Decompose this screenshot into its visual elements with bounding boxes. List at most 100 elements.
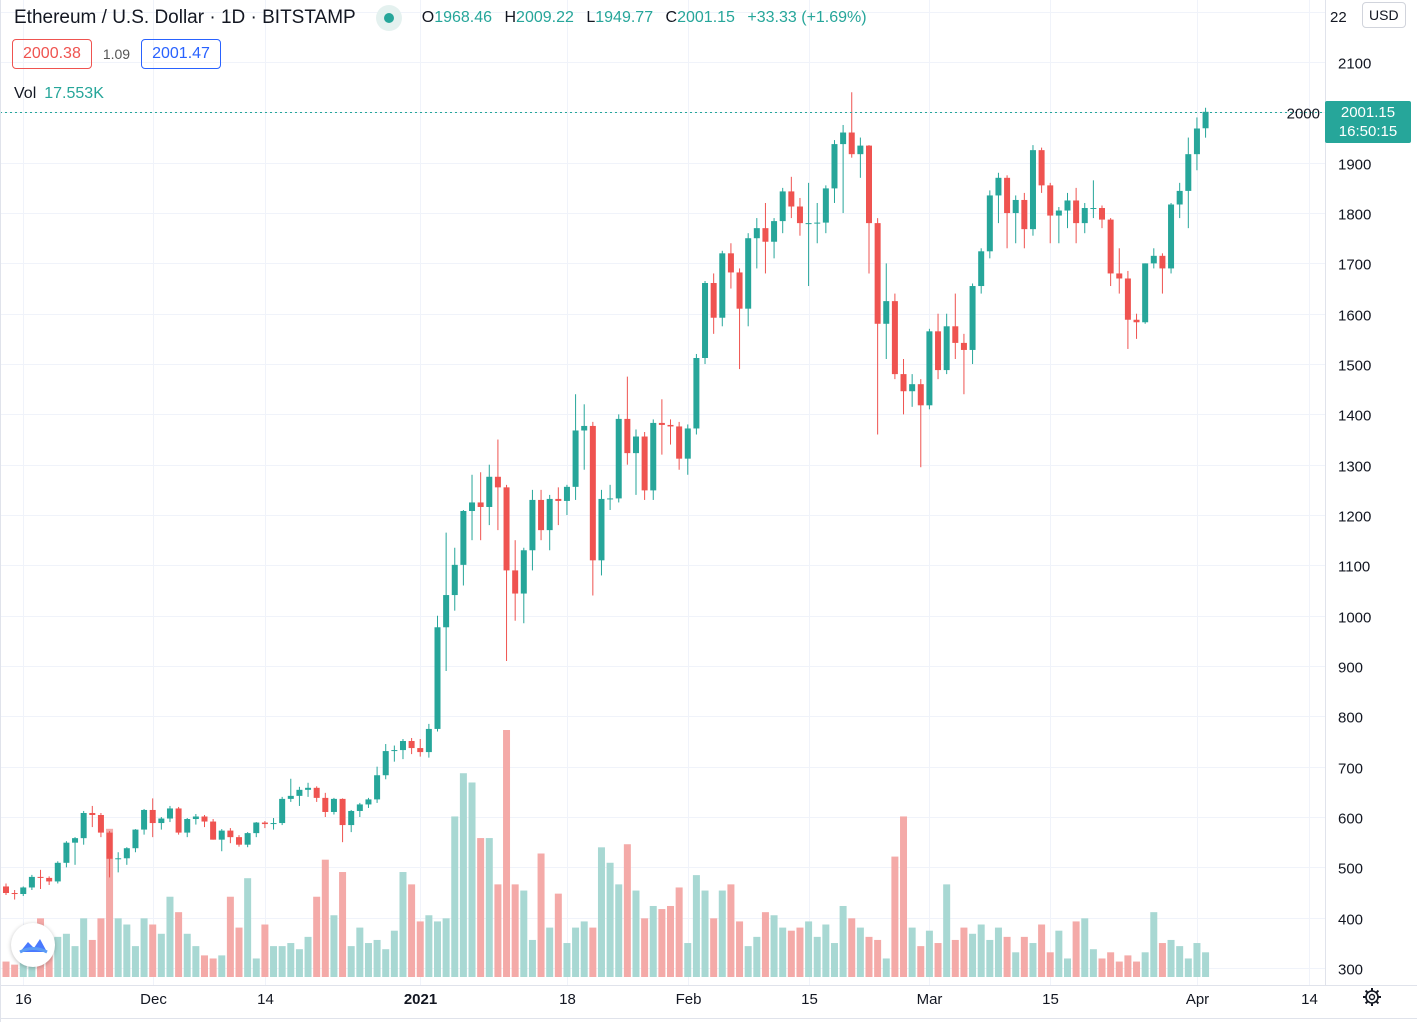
candle xyxy=(1099,205,1106,229)
candle-body xyxy=(719,253,726,318)
volume-bar xyxy=(62,933,70,977)
candle-body xyxy=(1047,185,1054,216)
candle-body xyxy=(900,374,907,392)
volume-bar xyxy=(1141,952,1149,977)
market-status-icon[interactable] xyxy=(375,5,402,31)
sell-button[interactable]: 2000.38 xyxy=(12,39,92,69)
volume-bar xyxy=(960,927,968,977)
candle xyxy=(132,829,139,853)
buy-button[interactable]: 2001.47 xyxy=(141,39,221,69)
volume-bar xyxy=(736,921,744,977)
candle xyxy=(546,494,553,551)
candle xyxy=(54,861,61,884)
candle-body xyxy=(1038,150,1045,186)
candle xyxy=(581,404,588,470)
volume-bar xyxy=(304,936,312,977)
bid-ask-panel: 2000.38 1.09 2001.47 xyxy=(12,39,221,69)
volume-bar xyxy=(563,943,571,977)
volume-bar xyxy=(442,918,450,977)
volume-bar xyxy=(1055,930,1063,977)
volume-bar xyxy=(295,949,303,977)
candle-body xyxy=(1099,208,1106,220)
candle xyxy=(115,852,122,873)
candle xyxy=(434,615,441,732)
candle xyxy=(762,202,769,274)
candle xyxy=(210,819,217,840)
candle-body xyxy=(339,798,346,826)
candle xyxy=(322,792,329,818)
volume-bar xyxy=(874,939,882,977)
candle xyxy=(399,738,406,760)
candle-body xyxy=(814,222,821,224)
candle-body xyxy=(1124,278,1131,320)
volume-bar xyxy=(364,943,372,977)
candle xyxy=(727,243,734,289)
time-tick-label: 14 xyxy=(1301,991,1318,1008)
candle xyxy=(1107,218,1114,287)
candle-body xyxy=(192,816,199,820)
volume-bar xyxy=(1072,921,1080,977)
candle xyxy=(978,248,985,294)
candle xyxy=(417,738,424,757)
candle xyxy=(520,547,527,624)
price-tick-label: 600 xyxy=(1338,811,1363,828)
volume-bar xyxy=(641,918,649,977)
volume-bar xyxy=(356,927,364,977)
volume-bar xyxy=(451,816,459,977)
candle-body xyxy=(11,893,18,895)
volume-bar xyxy=(244,878,252,977)
candle xyxy=(1142,263,1149,324)
price-axis[interactable]: 300 400 500 600 700 800 900 1000 1100 1200 1300 140… xyxy=(1287,56,1372,979)
volume-bar xyxy=(1115,961,1123,977)
candle-body xyxy=(632,436,639,454)
symbol-title[interactable]: Ethereum / U.S. Dollar · 1D · BITSTAMP xyxy=(14,7,356,28)
volume-bar xyxy=(339,872,347,977)
candle xyxy=(563,484,570,516)
candle-body xyxy=(943,326,950,371)
candle-body xyxy=(598,498,605,561)
candle-body xyxy=(184,819,191,833)
volume-bar xyxy=(986,939,994,977)
candle-body xyxy=(1133,319,1140,323)
tradingview-logo-icon[interactable] xyxy=(11,923,55,967)
currency-button[interactable]: USD xyxy=(1362,2,1406,28)
candle-body xyxy=(253,822,260,834)
candle-body xyxy=(1193,128,1200,155)
candle-body xyxy=(572,430,579,487)
time-axis[interactable]: 16 Dec 14 2021 18 Feb 15 Mar 15 Apr 14 xyxy=(15,991,1318,1008)
candle xyxy=(305,782,312,797)
candle-body xyxy=(1159,255,1166,269)
candle-body xyxy=(261,822,268,825)
price-axis-top-label: 22 xyxy=(1330,9,1347,26)
volume-legend[interactable]: Vol 17.553K xyxy=(14,85,104,103)
volume-bar xyxy=(977,924,985,977)
candle xyxy=(710,273,717,334)
volume-bars xyxy=(2,730,1210,977)
volume-bar xyxy=(313,896,321,977)
volume-bar xyxy=(908,927,916,977)
candle-body xyxy=(486,476,493,507)
candle-body xyxy=(1116,273,1123,279)
candle-body xyxy=(166,808,173,819)
candle xyxy=(469,474,476,541)
candle xyxy=(719,250,726,327)
candle-body xyxy=(434,627,441,729)
symbol-legend[interactable]: Ethereum / U.S. Dollar · 1D · BITSTAMP O… xyxy=(14,5,867,31)
candle-body xyxy=(779,191,786,222)
gear-icon[interactable] xyxy=(1360,985,1384,1014)
volume-bar xyxy=(157,933,165,977)
volume-bar xyxy=(710,918,718,977)
candle-body xyxy=(63,842,70,863)
volume-bar xyxy=(97,918,105,977)
candle-body xyxy=(805,223,812,225)
candle xyxy=(1133,313,1140,339)
candle xyxy=(261,821,268,829)
price-tick-label: 900 xyxy=(1338,660,1363,677)
candle-body xyxy=(46,877,53,882)
volume-bar xyxy=(28,958,36,977)
volume-bar xyxy=(934,943,942,977)
candle xyxy=(141,808,148,835)
volume-bar xyxy=(900,816,908,977)
candle-body xyxy=(218,830,225,840)
